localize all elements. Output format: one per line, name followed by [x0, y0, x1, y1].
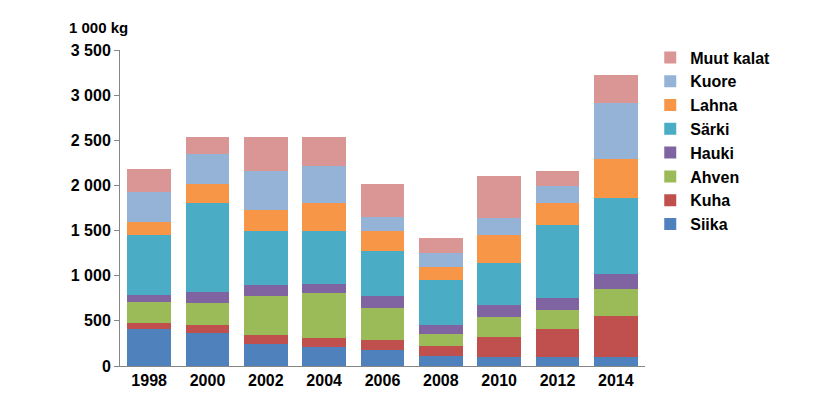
svg-text:1998: 1998	[131, 372, 167, 389]
svg-text:2012: 2012	[540, 372, 576, 389]
svg-text:Särki: Särki	[690, 121, 729, 138]
svg-text:0: 0	[102, 358, 111, 375]
svg-text:500: 500	[84, 312, 111, 329]
svg-text:Muut kalat: Muut kalat	[690, 50, 770, 67]
svg-text:2 000: 2 000	[71, 177, 111, 194]
svg-text:2010: 2010	[481, 372, 517, 389]
svg-text:1 000: 1 000	[71, 267, 111, 284]
svg-text:3 500: 3 500	[71, 42, 111, 59]
svg-text:Ahven: Ahven	[690, 169, 739, 186]
svg-text:2000: 2000	[190, 372, 226, 389]
svg-text:Kuore: Kuore	[690, 73, 736, 90]
svg-text:Hauki: Hauki	[690, 145, 734, 162]
svg-text:2008: 2008	[423, 372, 459, 389]
svg-text:1 500: 1 500	[71, 222, 111, 239]
svg-text:1 000 kg: 1 000 kg	[69, 19, 128, 36]
svg-text:2 500: 2 500	[71, 132, 111, 149]
svg-text:Kuha: Kuha	[690, 192, 730, 209]
svg-text:Siika: Siika	[690, 216, 727, 233]
svg-text:Lahna: Lahna	[690, 97, 737, 114]
svg-text:3 000: 3 000	[71, 87, 111, 104]
svg-text:2014: 2014	[598, 372, 634, 389]
svg-text:2006: 2006	[365, 372, 401, 389]
svg-text:2004: 2004	[306, 372, 342, 389]
svg-text:2002: 2002	[248, 372, 284, 389]
